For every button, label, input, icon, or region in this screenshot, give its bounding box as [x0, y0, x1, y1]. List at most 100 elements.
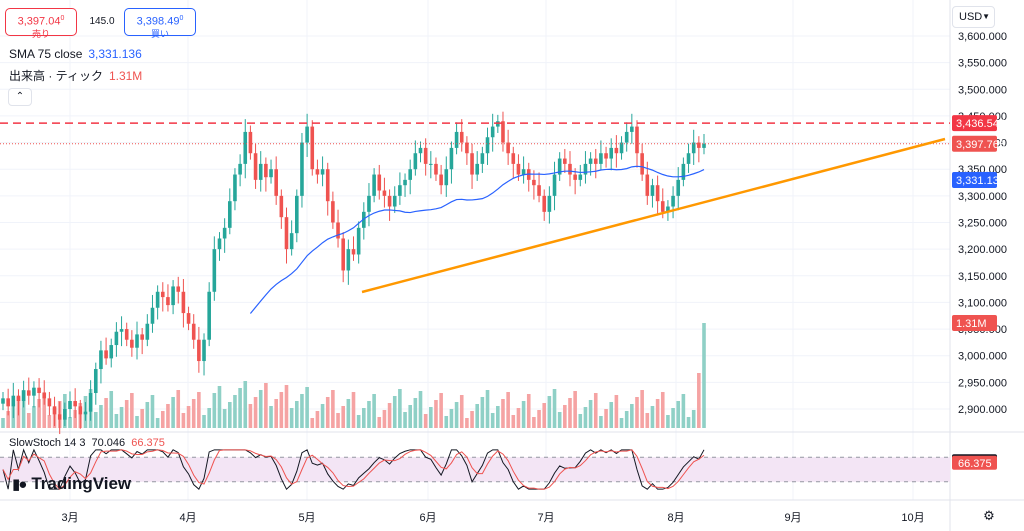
currency-selector[interactable]: USD ▼: [952, 6, 995, 28]
candle-body: [681, 163, 686, 180]
candle-body: [202, 339, 206, 362]
volume-bar: [310, 418, 315, 428]
candle-body: [248, 131, 253, 154]
candle-body: [552, 174, 557, 196]
sma-line: [249, 165, 705, 314]
volume-bar: [532, 417, 536, 428]
volume-bar: [73, 410, 77, 428]
volume-bar: [222, 409, 227, 428]
volume-marker: 1.31M: [956, 318, 987, 330]
volume-bar: [568, 398, 572, 428]
volume-bar: [583, 407, 588, 428]
volume-bar: [392, 396, 397, 428]
candle-body: [166, 297, 170, 306]
volume-bar: [176, 390, 181, 428]
volume-bar: [207, 408, 211, 428]
candle-body: [511, 153, 516, 164]
volume-bar: [305, 387, 309, 428]
candle-body: [387, 195, 392, 207]
settings-gear-icon[interactable]: ⚙: [983, 508, 995, 523]
current-price-marker: 3,397.765: [956, 139, 1005, 151]
volume-bar: [336, 413, 340, 428]
candle-body: [186, 313, 191, 324]
candle-body: [109, 345, 114, 359]
time-tick-label: 3月: [61, 512, 78, 524]
volume-bar: [408, 405, 412, 428]
volume-bar: [542, 403, 547, 428]
candle-body: [609, 147, 614, 159]
volume-bar: [351, 392, 356, 428]
candle-body: [181, 291, 186, 314]
candle-body: [490, 126, 495, 138]
current-price-marker-bg: [952, 135, 997, 152]
candle-body: [207, 291, 211, 340]
stoch-label: SlowStoch 14 3: [9, 437, 86, 449]
volume-bar: [258, 390, 263, 428]
candle-body: [459, 131, 464, 143]
candle-body: [444, 169, 449, 186]
candle-body: [315, 169, 320, 175]
candle-body: [279, 195, 284, 218]
candle-body: [114, 331, 119, 346]
price-tick-label: 2,900.000: [958, 404, 1007, 416]
volume-bar: [454, 402, 459, 428]
candle-body: [645, 174, 650, 196]
volume-bar: [434, 400, 438, 428]
volume-bar: [697, 373, 701, 428]
time-tick-label: 4月: [179, 512, 196, 524]
volume-bar: [459, 395, 464, 428]
candle-body: [624, 131, 629, 143]
candle-body: [480, 153, 485, 164]
volume-bar: [166, 404, 170, 428]
overlays: [0, 122, 950, 294]
candle-body: [403, 179, 407, 186]
buy-label: 買い: [150, 28, 169, 39]
candle-body: [212, 249, 217, 292]
volume-bar: [423, 414, 428, 428]
volume-bar: [470, 411, 474, 428]
sell-button[interactable]: 3,397.040 売り: [5, 8, 77, 39]
volume-bar: [465, 418, 469, 428]
candle-body: [691, 142, 696, 154]
candle-body: [588, 158, 593, 164]
candle-body: [47, 398, 52, 407]
volume-bar: [578, 414, 583, 428]
price-tick-label: 2,950.000: [958, 377, 1007, 389]
volume-bar: [331, 390, 335, 428]
time-tick-label: 9月: [784, 512, 801, 524]
volume-bar: [671, 408, 675, 428]
resistance-marker-bg: [952, 115, 997, 132]
volume-bar: [691, 410, 696, 428]
volume-bar: [382, 410, 387, 428]
price-tick-label: 3,250.000: [958, 218, 1007, 230]
price-tick-label: 3,000.000: [958, 351, 1007, 363]
volume-bar: [398, 389, 402, 428]
candle-body: [568, 163, 572, 175]
volume-bar: [253, 397, 258, 428]
chevron-down-icon: ▼: [982, 12, 990, 21]
candle-body: [135, 334, 139, 348]
candle-body: [542, 195, 547, 212]
volume-bar: [160, 411, 165, 428]
sell-price-sup: 0: [60, 15, 65, 22]
volume-bar: [573, 391, 577, 428]
tv-mark-icon: ▮●: [12, 476, 27, 493]
volume-bar: [614, 395, 619, 428]
sma-legend[interactable]: SMA 75 close 3,331.136: [9, 47, 142, 61]
candle-body: [697, 142, 701, 148]
volume-bar: [186, 406, 191, 428]
sma-marker-bg: [952, 172, 997, 188]
volume-bar: [362, 408, 366, 428]
candle-body: [68, 401, 72, 409]
volume-bar: [264, 383, 268, 428]
candle-body: [295, 195, 299, 234]
volume-bar: [227, 402, 232, 428]
stochastic-legend[interactable]: SlowStoch 14 3 70.046 66.375: [9, 437, 165, 449]
candle-body: [351, 249, 356, 255]
volume-legend[interactable]: 出来高 · ティック 1.31M: [9, 67, 142, 84]
volume-bar: [130, 393, 134, 428]
spread-value: 145.0: [89, 16, 115, 27]
volume-bar: [444, 416, 449, 428]
buy-button[interactable]: 3,398.490 買い: [124, 8, 196, 39]
collapse-legend-button[interactable]: ⌃: [8, 88, 32, 106]
